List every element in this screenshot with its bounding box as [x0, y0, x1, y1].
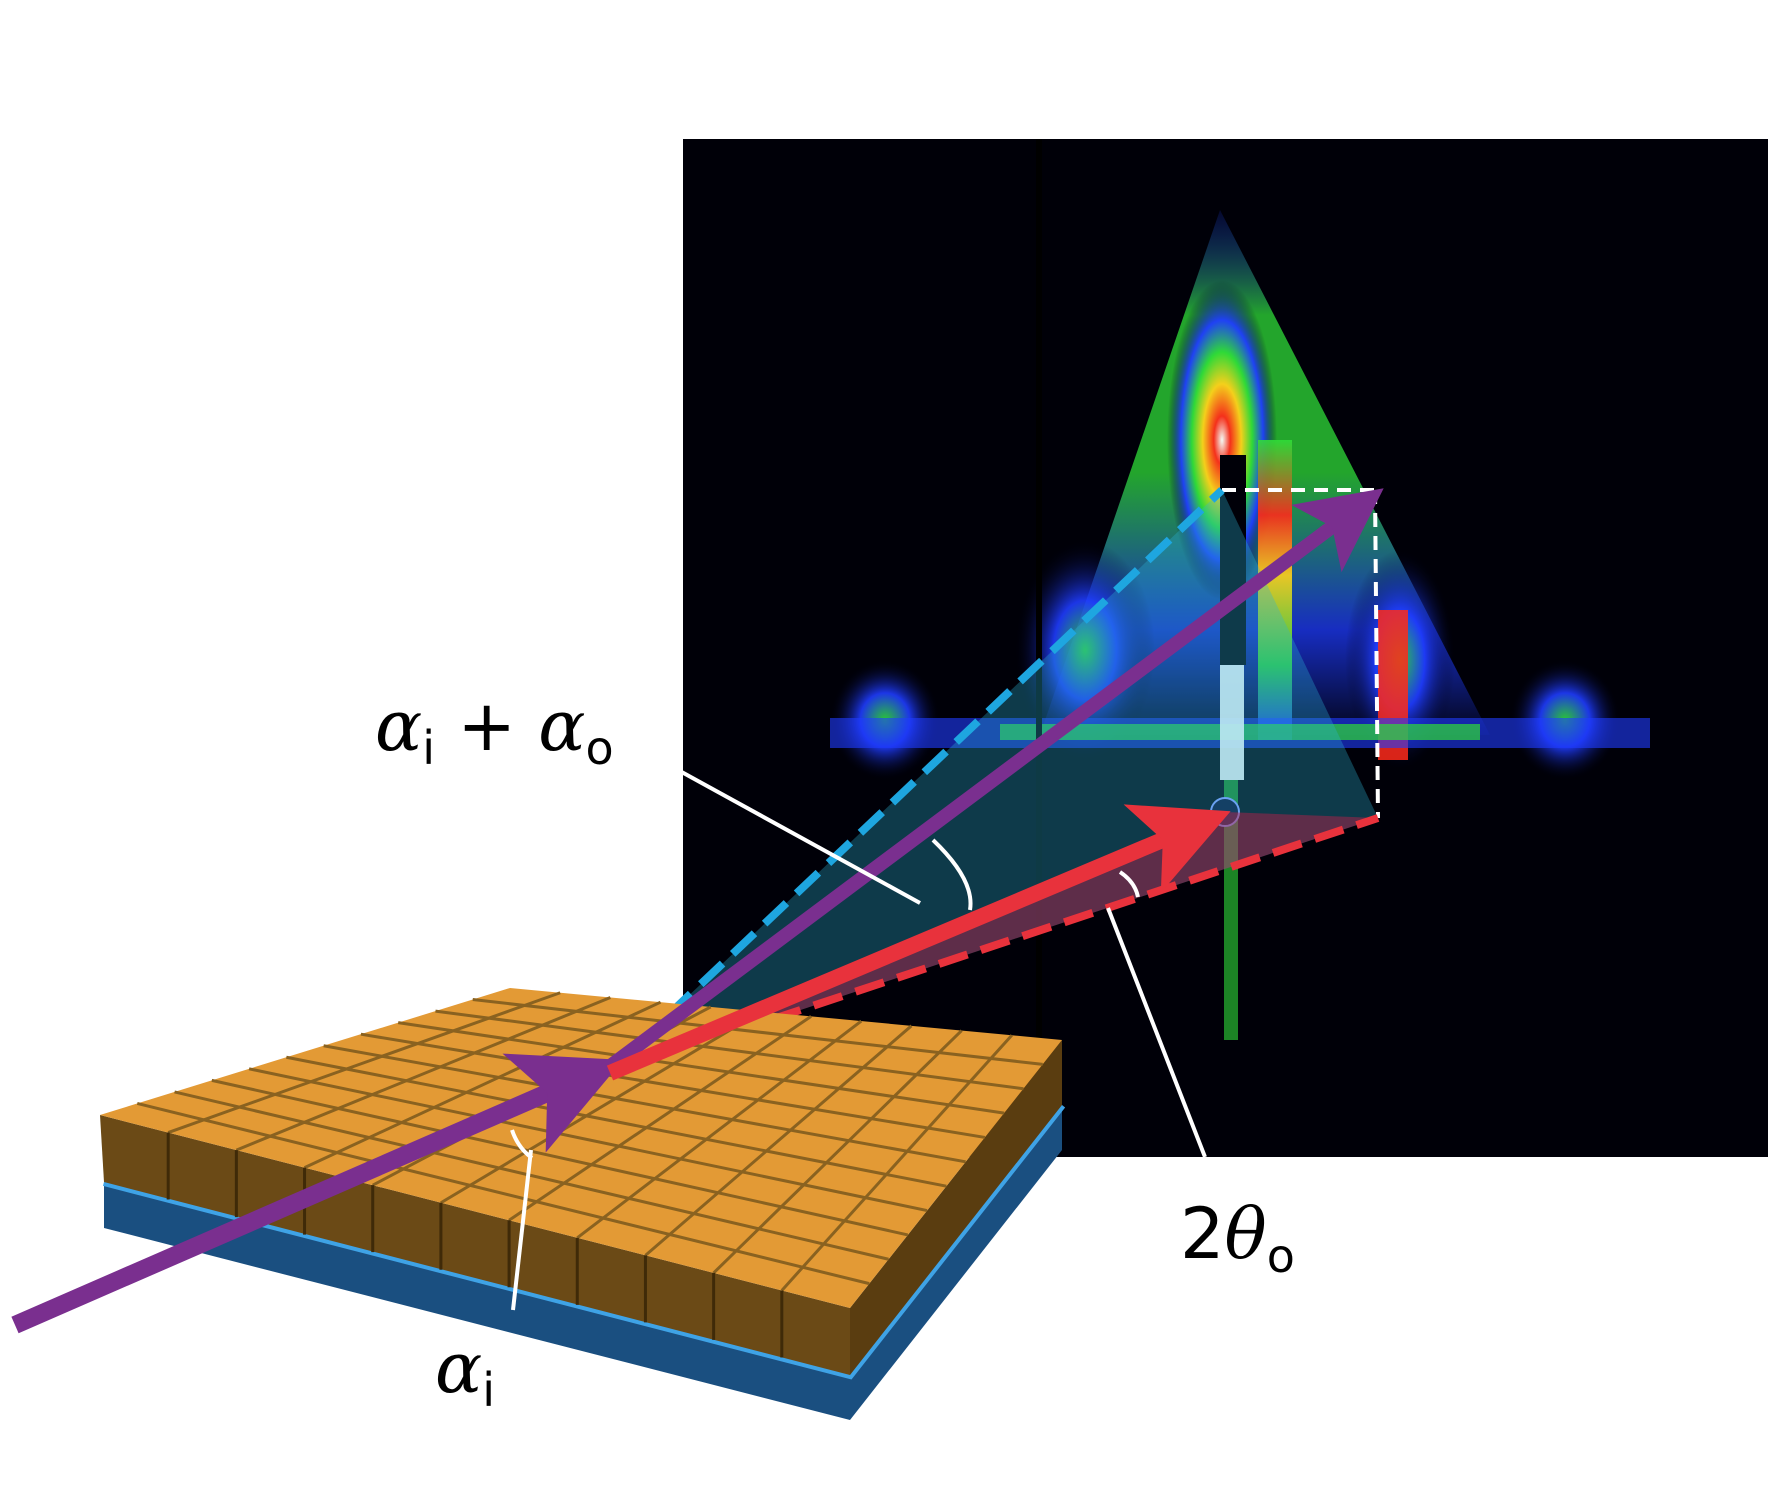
pillar-grid-line: [472, 998, 1043, 1066]
pillar-grid-line: [235, 996, 611, 1152]
dashed-exit-line: [602, 487, 1225, 1078]
scattering-left-lobe: [1015, 540, 1155, 760]
leader-alpha-i: [511, 1149, 533, 1311]
pillar-grid-line: [644, 1024, 913, 1257]
pillar-grid-line: [136, 1101, 870, 1286]
incident-beam: [11, 1053, 624, 1334]
pillar-dividers: [166, 1132, 784, 1358]
pillar-grid-line: [303, 1000, 662, 1169]
substrate-front: [104, 1182, 850, 1420]
subscript-i: i: [422, 721, 435, 775]
pillar-grid-line: [397, 1021, 1005, 1115]
factor-two: 2: [1180, 1193, 1225, 1275]
subscript-o: o: [586, 721, 614, 775]
symbol-alpha-out: α: [538, 685, 585, 767]
pillar-grid-line: [508, 1015, 812, 1222]
inplane-beam: [606, 804, 1231, 1081]
arc-two-theta: [1118, 870, 1140, 898]
label-alpha-sum: αi + αo: [375, 685, 614, 775]
pillar-grid-line: [435, 1009, 1024, 1091]
symbol-theta: θ: [1225, 1193, 1267, 1275]
leader-alpha-sum: [677, 768, 921, 905]
pillar-grid-line: [174, 1090, 889, 1261]
pillars-side: [850, 1040, 1062, 1375]
substrate-side: [850, 1105, 1062, 1420]
pillar-grid-line: [576, 1019, 863, 1240]
scattered-beam: [600, 488, 1384, 1076]
label-two-theta: 2θo: [1180, 1193, 1295, 1283]
pillar-grid-line: [167, 991, 561, 1134]
plus-sign: +: [435, 685, 538, 767]
pillars-front: [100, 1115, 850, 1375]
pillar-grid-line: [323, 1044, 966, 1164]
sample: [100, 988, 1066, 1420]
subscript-o: o: [1267, 1229, 1295, 1283]
arc-alpha-sum: [931, 838, 973, 911]
subscript-i: i: [482, 1363, 495, 1417]
pillar-grid-line: [712, 1029, 963, 1274]
pillar-grid-line: [360, 1032, 986, 1139]
symbol-alpha: α: [435, 1327, 482, 1409]
leader-two-theta: [1106, 907, 1207, 1158]
symbol-alpha: α: [375, 685, 422, 767]
pillar-grid-line: [780, 1034, 1013, 1292]
label-alpha-i: αi: [435, 1327, 495, 1417]
pillar-grid-line: [211, 1078, 909, 1237]
detector-gap: [1036, 139, 1042, 1157]
